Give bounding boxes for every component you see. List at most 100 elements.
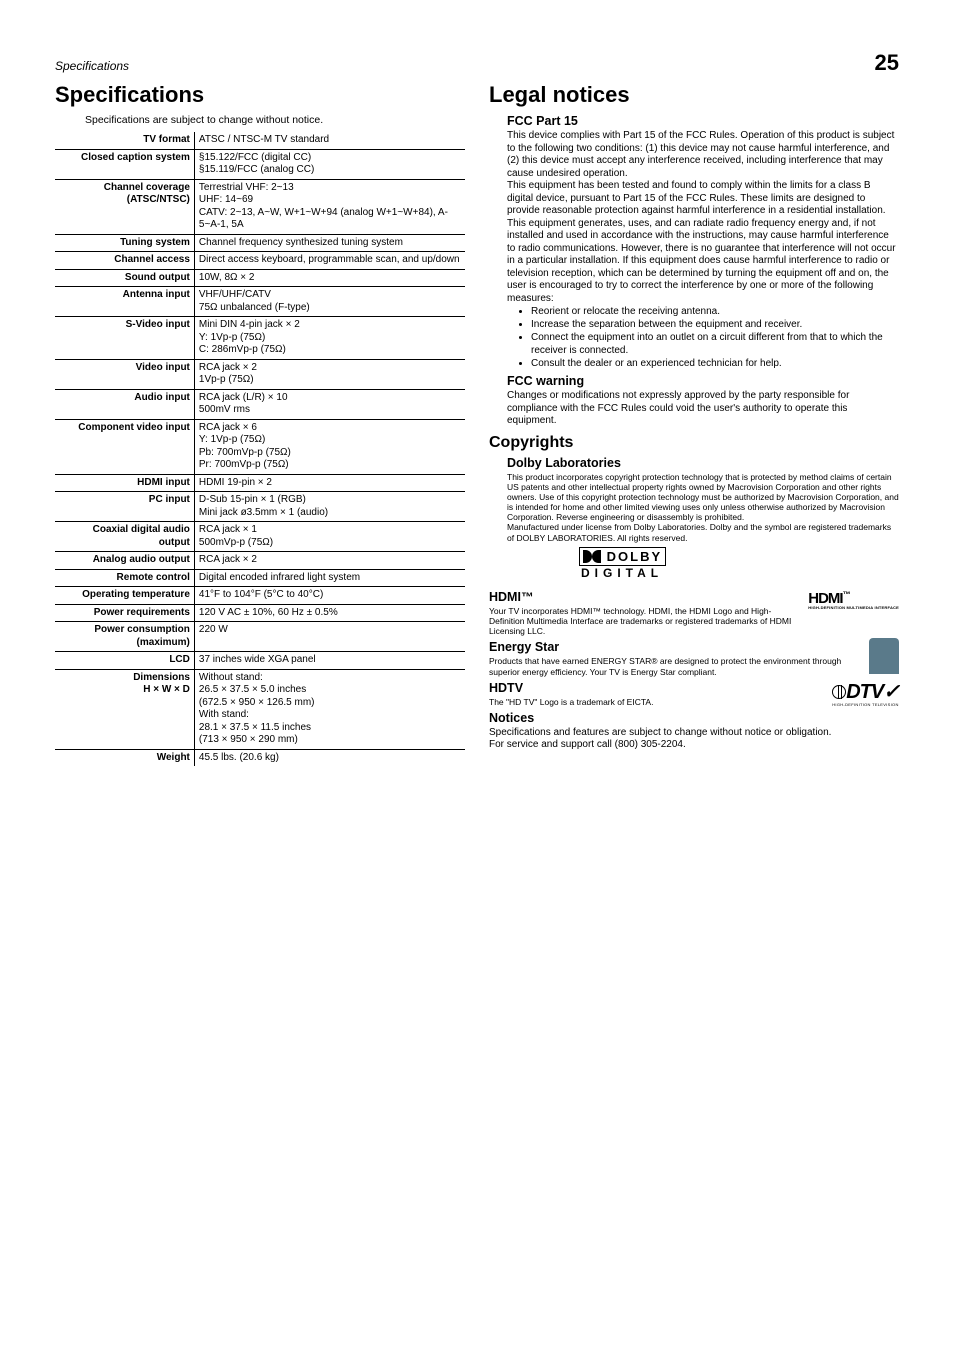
notices-heading: Notices <box>489 711 899 725</box>
specs-note: Specifications are subject to change wit… <box>85 114 465 126</box>
table-row: Operating temperature41°F to 104°F (5°C … <box>55 587 465 605</box>
spec-label: TV format <box>55 132 194 149</box>
spec-value: Channel frequency synthesized tuning sys… <box>194 234 465 252</box>
legal-title: Legal notices <box>489 82 899 108</box>
table-row: Coaxial digital audio outputRCA jack × 1… <box>55 522 465 552</box>
spec-label: Analog audio output <box>55 552 194 570</box>
notices-p1: Specifications and features are subject … <box>489 727 899 740</box>
dolby-logo: DOLBY DIGITAL <box>579 547 899 580</box>
hdtv-logo-text: DTV <box>846 681 883 703</box>
spec-label: Sound output <box>55 269 194 287</box>
table-row: Antenna inputVHF/UHF/CATV 75Ω unbalanced… <box>55 287 465 317</box>
left-column: Specifications Specifications are subjec… <box>55 82 465 766</box>
notices-p2: For service and support call (800) 305-2… <box>489 739 899 752</box>
list-item: Reorient or relocate the receiving anten… <box>531 305 899 318</box>
globe-icon <box>832 685 846 699</box>
spec-value: RCA jack × 2 <box>194 552 465 570</box>
spec-label: Power requirements <box>55 604 194 622</box>
spec-label: Closed caption system <box>55 149 194 179</box>
spec-value: ATSC / NTSC-M TV standard <box>194 132 465 149</box>
spec-label: Antenna input <box>55 287 194 317</box>
spec-value: VHF/UHF/CATV 75Ω unbalanced (F-type) <box>194 287 465 317</box>
hdtv-logo: DTV HIGH-DEFINITION TELEVISION <box>832 679 899 706</box>
spec-value: Digital encoded infrared light system <box>194 569 465 587</box>
fccwarn-p: Changes or modifications not expressly a… <box>507 390 899 428</box>
spec-value: 37 inches wide XGA panel <box>194 652 465 670</box>
energystar-heading: Energy Star <box>489 640 861 654</box>
table-row: TV formatATSC / NTSC-M TV standard <box>55 132 465 149</box>
hdmi-logo-sub: HIGH-DEFINITION MULTIMEDIA INTERFACE <box>808 607 899 609</box>
list-item: Consult the dealer or an experienced tec… <box>531 357 899 370</box>
spec-label: Coaxial digital audio output <box>55 522 194 552</box>
page-header: Specifications 25 <box>55 50 899 76</box>
spec-value: 120 V AC ± 10%, 60 Hz ± 0.5% <box>194 604 465 622</box>
table-row: Channel accessDirect access keyboard, pr… <box>55 252 465 270</box>
list-item: Increase the separation between the equi… <box>531 318 899 331</box>
spec-label: HDMI input <box>55 474 194 492</box>
table-row: HDMI inputHDMI 19-pin × 2 <box>55 474 465 492</box>
header-label: Specifications <box>55 59 129 73</box>
spec-label: PC input <box>55 492 194 522</box>
spec-value: Terrestrial VHF: 2~13 UHF: 14~69 CATV: 2… <box>194 179 465 234</box>
spec-value: D-Sub 15-pin × 1 (RGB) Mini jack ø3.5mm … <box>194 492 465 522</box>
dolby-logo-sub: DIGITAL <box>581 566 663 580</box>
fcc15-p1: This device complies with Part 15 of the… <box>507 130 899 180</box>
spec-value: 10W, 8Ω × 2 <box>194 269 465 287</box>
right-column: Legal notices FCC Part 15 This device co… <box>489 82 899 766</box>
hdtv-p: The "HD TV" Logo is a trademark of EICTA… <box>489 697 824 707</box>
table-row: Analog audio outputRCA jack × 2 <box>55 552 465 570</box>
spec-value: 45.5 lbs. (20.6 kg) <box>194 749 465 766</box>
spec-label: Channel access <box>55 252 194 270</box>
spec-label: Dimensions H × W × D <box>55 669 194 749</box>
dolby-logo-text: DOLBY <box>607 549 663 564</box>
table-row: Sound output10W, 8Ω × 2 <box>55 269 465 287</box>
energystar-logo <box>869 638 899 668</box>
spec-value: Direct access keyboard, programmable sca… <box>194 252 465 270</box>
specs-table: TV formatATSC / NTSC-M TV standardClosed… <box>55 132 465 766</box>
dolby-d-icon <box>592 550 601 563</box>
spec-value: Mini DIN 4-pin jack × 2 Y: 1Vp-p (75Ω) C… <box>194 317 465 360</box>
dolby-d-icon <box>583 550 592 563</box>
spec-label: Video input <box>55 359 194 389</box>
spec-value: 220 W <box>194 622 465 652</box>
spec-value: RCA jack × 6 Y: 1Vp-p (75Ω) Pb: 700mVp-p… <box>194 419 465 474</box>
dolby-heading: Dolby Laboratories <box>507 456 899 470</box>
spec-value: HDMI 19-pin × 2 <box>194 474 465 492</box>
table-row: S-Video inputMini DIN 4-pin jack × 2 Y: … <box>55 317 465 360</box>
spec-value: §15.122/FCC (digital CC) §15.119/FCC (an… <box>194 149 465 179</box>
spec-label: Remote control <box>55 569 194 587</box>
table-row: Dimensions H × W × DWithout stand: 26.5 … <box>55 669 465 749</box>
table-row: Weight45.5 lbs. (20.6 kg) <box>55 749 465 766</box>
content-columns: Specifications Specifications are subjec… <box>55 82 899 766</box>
table-row: Remote controlDigital encoded infrared l… <box>55 569 465 587</box>
spec-label: Component video input <box>55 419 194 474</box>
table-row: Power requirements120 V AC ± 10%, 60 Hz … <box>55 604 465 622</box>
spec-label: Operating temperature <box>55 587 194 605</box>
spec-value: Without stand: 26.5 × 37.5 × 5.0 inches … <box>194 669 465 749</box>
hdtv-heading: HDTV <box>489 681 824 695</box>
table-row: Power consumption (maximum)220 W <box>55 622 465 652</box>
table-row: PC inputD-Sub 15-pin × 1 (RGB) Mini jack… <box>55 492 465 522</box>
table-row: Video inputRCA jack × 2 1Vp-p (75Ω) <box>55 359 465 389</box>
hdmi-p: Your TV incorporates HDMI™ technology. H… <box>489 606 800 637</box>
energystar-p: Products that have earned ENERGY STAR® a… <box>489 656 861 676</box>
spec-value: RCA jack × 2 1Vp-p (75Ω) <box>194 359 465 389</box>
hdmi-heading: HDMI™ <box>489 590 800 604</box>
fccwarn-heading: FCC warning <box>507 374 899 388</box>
hdmi-logo: HDMI™ HIGH-DEFINITION MULTIMEDIA INTERFA… <box>808 590 899 609</box>
hdtv-logo-sub: HIGH-DEFINITION TELEVISION <box>832 704 899 706</box>
spec-label: Weight <box>55 749 194 766</box>
fcc15-p2: This equipment has been tested and found… <box>507 180 899 305</box>
spec-label: Channel coverage (ATSC/NTSC) <box>55 179 194 234</box>
table-row: LCD37 inches wide XGA panel <box>55 652 465 670</box>
fcc15-heading: FCC Part 15 <box>507 114 899 128</box>
fcc15-bullets: Reorient or relocate the receiving anten… <box>531 305 899 370</box>
dolby-p: This product incorporates copyright prot… <box>507 472 899 543</box>
spec-label: Power consumption (maximum) <box>55 622 194 652</box>
table-row: Closed caption system§15.122/FCC (digita… <box>55 149 465 179</box>
page-number: 25 <box>875 50 899 76</box>
spec-label: S-Video input <box>55 317 194 360</box>
table-row: Component video inputRCA jack × 6 Y: 1Vp… <box>55 419 465 474</box>
copyrights-title: Copyrights <box>489 434 899 452</box>
table-row: Tuning systemChannel frequency synthesiz… <box>55 234 465 252</box>
